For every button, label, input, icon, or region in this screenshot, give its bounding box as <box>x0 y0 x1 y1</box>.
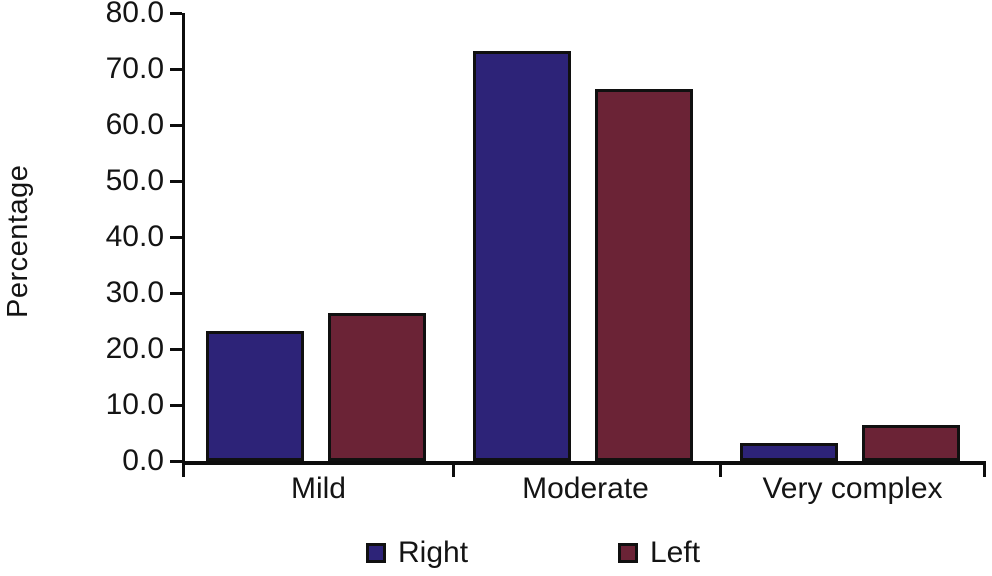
bar-left-very-complex <box>862 425 960 461</box>
bar-right-mild <box>206 331 304 461</box>
x-axis-tick <box>182 461 185 477</box>
y-axis-tick <box>170 291 182 295</box>
y-axis-tick <box>170 347 182 351</box>
bar-right-moderate <box>473 51 571 461</box>
y-axis-tick <box>170 403 182 407</box>
plot-area: 0.0 10.0 20.0 30.0 40.0 50.0 60.0 70.0 80.0 <box>106 0 986 477</box>
legend-label-right: Right <box>398 536 469 569</box>
bar-left-mild <box>328 313 426 461</box>
y-axis-tick <box>170 235 182 239</box>
y-tick-label: 80.0 <box>105 0 164 29</box>
y-tick-label: 60.0 <box>105 108 164 141</box>
y-axis-tick <box>170 459 182 463</box>
x-axis-tick <box>983 461 986 477</box>
y-tick-label: 0.0 <box>122 444 164 477</box>
bar-right-very-complex <box>740 443 838 461</box>
legend-label-left: Left <box>650 536 701 569</box>
legend-swatch-left <box>618 543 638 563</box>
y-tick-label: 70.0 <box>105 52 164 85</box>
y-tick-label: 10.0 <box>105 388 164 421</box>
x-category-label: Mild <box>290 472 346 505</box>
y-axis-tick <box>170 67 182 71</box>
legend-swatch-right <box>366 543 386 563</box>
y-tick-label: 50.0 <box>105 164 164 197</box>
x-axis-tick <box>452 461 455 477</box>
bar-left-moderate <box>595 89 693 461</box>
x-category-label: Very complex <box>762 472 943 505</box>
y-tick-label: 20.0 <box>105 332 164 365</box>
bar-group-very-complex <box>719 13 986 461</box>
bar-group-mild <box>185 13 452 461</box>
y-tick-label: 40.0 <box>105 220 164 253</box>
y-axis-title: Percentage <box>2 164 34 318</box>
y-axis-tick <box>170 123 182 127</box>
y-axis-tick <box>170 179 182 183</box>
legend-item-right: Right <box>366 536 468 570</box>
x-axis-tick <box>719 461 722 477</box>
x-category-label: Moderate <box>522 472 649 505</box>
bar-group-moderate <box>452 13 719 461</box>
y-axis-tick <box>170 11 182 15</box>
legend-item-left: Left <box>618 536 700 570</box>
y-tick-label: 30.0 <box>105 276 164 309</box>
